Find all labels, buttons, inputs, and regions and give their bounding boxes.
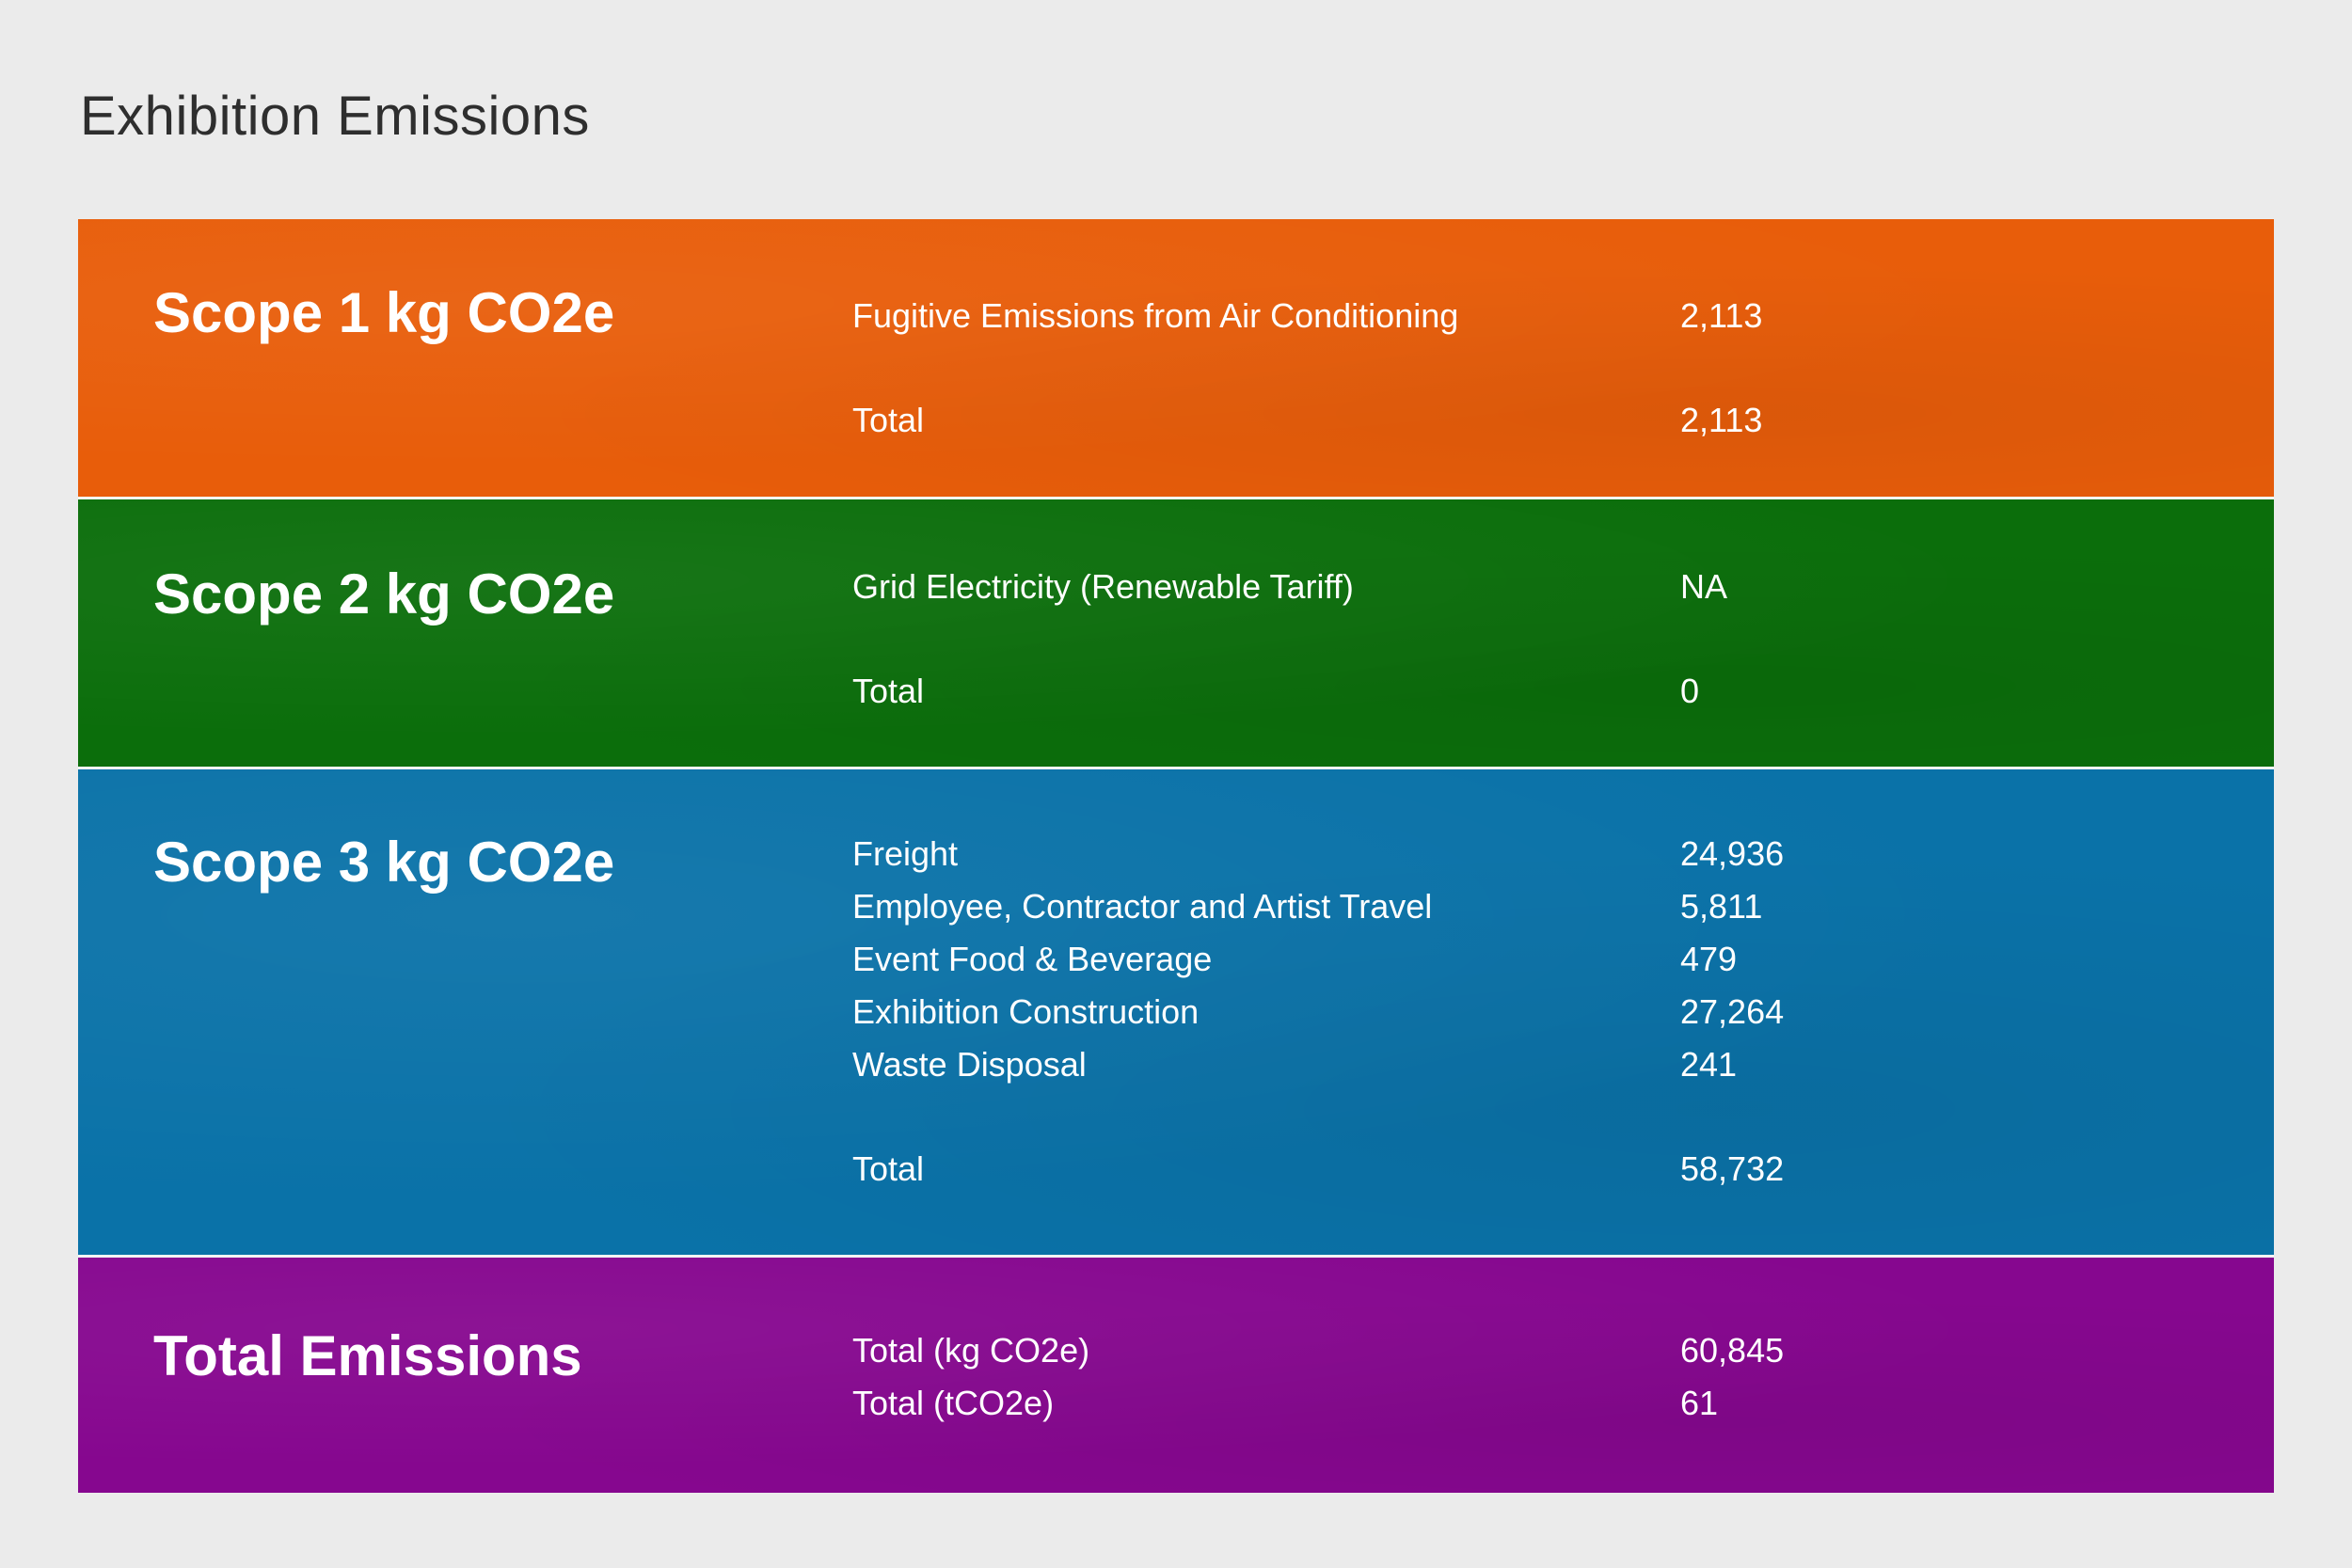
total-emissions-band: Total Emissions Total (kg CO2e) 60,845 T… [78, 1258, 2274, 1493]
scope-3-heading: Scope 3 kg CO2e [153, 831, 615, 894]
row-value: 27,264 [1680, 992, 1785, 1031]
row-label: Total [852, 1149, 925, 1188]
scope-3-band: Scope 3 kg CO2e Freight 24,936 Employee,… [78, 769, 2274, 1258]
row-value: 24,936 [1680, 834, 1785, 873]
row-label: Total [852, 401, 925, 439]
scope-2-heading: Scope 2 kg CO2e [153, 562, 615, 626]
total-row: Total 2,113 [852, 394, 2075, 447]
row-value: 0 [1680, 672, 1700, 710]
row-label: Employee, Contractor and Artist Travel [852, 887, 1433, 926]
row-value: 60,845 [1680, 1331, 1785, 1370]
scope-1-heading: Scope 1 kg CO2e [153, 281, 615, 344]
table-row: Exhibition Construction 27,264 [852, 986, 2075, 1038]
row-value: 61 [1680, 1384, 1719, 1422]
table-row: Total (kg CO2e) 60,845 [852, 1324, 2075, 1377]
row-label: Grid Electricity (Renewable Tariff) [852, 567, 1354, 606]
row-label: Freight [852, 834, 959, 873]
row-label: Exhibition Construction [852, 992, 1200, 1031]
scope-1-rows: Fugitive Emissions from Air Conditioning… [852, 290, 2075, 447]
scope-3-rows: Freight 24,936 Employee, Contractor and … [852, 828, 2075, 1196]
table-row: Waste Disposal 241 [852, 1038, 2075, 1091]
table-row: Grid Electricity (Renewable Tariff) NA [852, 561, 2075, 613]
table-row: Employee, Contractor and Artist Travel 5… [852, 880, 2075, 933]
row-label: Event Food & Beverage [852, 940, 1213, 978]
row-value: NA [1680, 567, 1728, 606]
row-label: Waste Disposal [852, 1045, 1087, 1084]
total-emissions-rows: Total (kg CO2e) 60,845 Total (tCO2e) 61 [852, 1324, 2075, 1430]
row-value: 5,811 [1680, 887, 1763, 926]
row-value: 241 [1680, 1045, 1738, 1084]
page-title: Exhibition Emissions [80, 86, 590, 147]
total-emissions-heading: Total Emissions [153, 1324, 582, 1387]
table-row: Total (tCO2e) 61 [852, 1377, 2075, 1430]
row-label: Total (kg CO2e) [852, 1331, 1090, 1370]
scope-2-band: Scope 2 kg CO2e Grid Electricity (Renewa… [78, 499, 2274, 769]
table-row: Fugitive Emissions from Air Conditioning… [852, 290, 2075, 342]
row-label: Fugitive Emissions from Air Conditioning [852, 296, 1459, 335]
scope-2-rows: Grid Electricity (Renewable Tariff) NA T… [852, 561, 2075, 718]
total-row: Total 58,732 [852, 1143, 2075, 1196]
scope-1-band: Scope 1 kg CO2e Fugitive Emissions from … [78, 219, 2274, 499]
row-value: 2,113 [1680, 401, 1763, 439]
row-label: Total [852, 672, 925, 710]
emissions-table: Scope 1 kg CO2e Fugitive Emissions from … [78, 219, 2274, 1493]
total-row: Total 0 [852, 665, 2075, 718]
row-value: 58,732 [1680, 1149, 1785, 1188]
table-row: Event Food & Beverage 479 [852, 933, 2075, 986]
row-label: Total (tCO2e) [852, 1384, 1055, 1422]
row-value: 479 [1680, 940, 1738, 978]
table-row: Freight 24,936 [852, 828, 2075, 880]
row-value: 2,113 [1680, 296, 1763, 335]
